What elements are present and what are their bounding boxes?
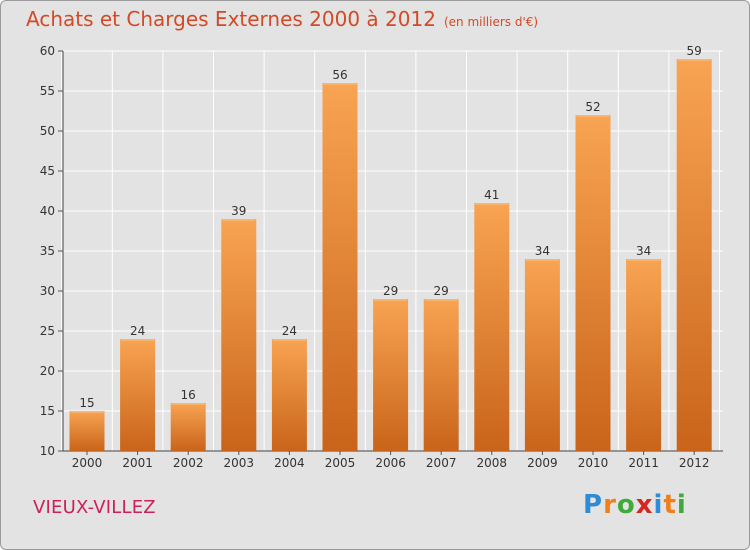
y-tick-label: 40 (40, 204, 55, 218)
y-tick-label: 10 (40, 444, 55, 458)
y-tick-label: 60 (40, 44, 55, 58)
bar-value-label: 16 (181, 388, 196, 402)
x-tick-label: 2005 (325, 456, 356, 470)
bar-2007 (423, 299, 459, 451)
bar-2010 (575, 115, 611, 451)
x-tick-label: 2012 (679, 456, 710, 470)
logo-letter: t (663, 490, 677, 520)
bar-value-label: 56 (332, 68, 347, 82)
x-tick-label: 2006 (375, 456, 406, 470)
chart-title-group: Achats et Charges Externes 2000 à 2012 (e… (26, 7, 538, 31)
bar-2004 (271, 339, 307, 451)
bar-2000 (69, 411, 105, 451)
y-tick-label: 20 (40, 364, 55, 378)
bar-value-label: 29 (434, 284, 449, 298)
logo-letter: i (653, 490, 664, 520)
labels: 15 2000 24 2001 16 2002 39 2003 24 2004 56 2005 29 20… (72, 44, 710, 470)
logo-letter: x (635, 490, 654, 520)
bar-value-label: 34 (535, 244, 550, 258)
bar-value-label: 29 (383, 284, 398, 298)
bar-value-label: 41 (484, 188, 499, 202)
proxiti-logo: Proxiti (583, 490, 687, 520)
x-tick-label: 2001 (122, 456, 153, 470)
bar-value-label: 34 (636, 244, 651, 258)
bar-value-label: 52 (585, 100, 600, 114)
y-tick-label: 15 (40, 404, 55, 418)
town-name: VIEUX-VILLEZ (33, 497, 156, 518)
x-tick-label: 2003 (224, 456, 255, 470)
logo-letter: r (603, 490, 617, 520)
bar-value-label: 39 (231, 204, 246, 218)
x-tick-label: 2000 (72, 456, 103, 470)
bar-2003 (221, 219, 257, 451)
bar-value-label: 59 (687, 44, 702, 58)
x-tick-label: 2007 (426, 456, 457, 470)
logo-letter: P (583, 490, 604, 520)
chart-title: Achats et Charges Externes 2000 à 2012 (26, 7, 436, 31)
bar-2002 (170, 403, 206, 451)
x-tick-label: 2002 (173, 456, 204, 470)
bar-value-label: 15 (79, 396, 94, 410)
x-tick-label: 2011 (628, 456, 659, 470)
bar-value-label: 24 (130, 324, 145, 338)
x-tick-label: 2010 (578, 456, 609, 470)
chart-unit: (en milliers d'€) (443, 15, 539, 29)
y-tick-label: 55 (40, 84, 55, 98)
y-tick-label: 50 (40, 124, 55, 138)
bar-2005 (322, 83, 358, 451)
bar-2006 (373, 299, 409, 451)
x-tick-label: 2008 (477, 456, 508, 470)
bar-2009 (524, 259, 560, 451)
logo-letter: i (676, 490, 687, 520)
y-tick-label: 35 (40, 244, 55, 258)
x-tick-label: 2004 (274, 456, 305, 470)
bar-2008 (474, 203, 510, 451)
bar-2001 (120, 339, 156, 451)
bar-2011 (626, 259, 662, 451)
bar-value-label: 24 (282, 324, 297, 338)
bars (69, 59, 712, 451)
y-tick-label: 45 (40, 164, 55, 178)
logo-letter: o (616, 490, 636, 520)
y-tick-label: 25 (40, 324, 55, 338)
x-tick-label: 2009 (527, 456, 558, 470)
bar-2012 (676, 59, 712, 451)
y-tick-label: 30 (40, 284, 55, 298)
